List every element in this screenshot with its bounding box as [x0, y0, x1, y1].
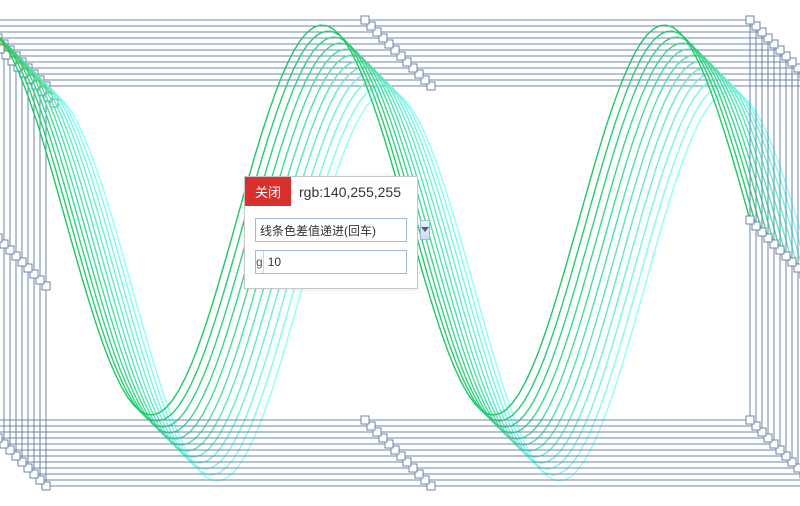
mode-select-row: [245, 214, 417, 246]
resize-handle[interactable]: [746, 416, 754, 424]
resize-handle[interactable]: [0, 434, 2, 442]
value-row: g: [245, 246, 417, 278]
resize-handle[interactable]: [361, 416, 369, 424]
color-step-dialog: 关闭 rgb:140,255,255 g: [244, 176, 418, 289]
value-input-wrap: g: [255, 250, 407, 274]
value-prefix-label: g: [256, 251, 264, 273]
rgb-readout: rgb:140,255,255: [299, 184, 401, 200]
path-start-handle[interactable]: [0, 45, 4, 53]
mode-select-text[interactable]: [256, 220, 419, 240]
resize-handle[interactable]: [361, 16, 369, 24]
resize-handle[interactable]: [0, 234, 2, 242]
resize-handle[interactable]: [746, 16, 754, 24]
sine-curve[interactable]: [46, 91, 800, 481]
curve-layer[interactable]: [41, 82, 800, 490]
mode-select[interactable]: [255, 218, 407, 242]
dialog-header: 关闭 rgb:140,255,255: [245, 177, 417, 206]
value-input[interactable]: [264, 252, 427, 272]
close-button[interactable]: 关闭: [245, 177, 291, 206]
chevron-down-icon[interactable]: [420, 220, 430, 240]
resize-handle[interactable]: [746, 216, 754, 224]
